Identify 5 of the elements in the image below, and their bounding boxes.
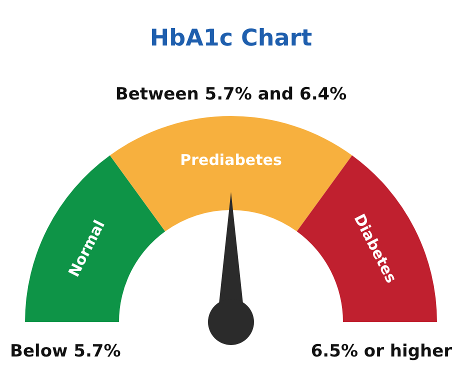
chart-title: HbA1c Chart — [150, 26, 312, 52]
slice-label: Prediabetes — [180, 151, 282, 169]
text: 6.5% or higher — [310, 342, 453, 362]
text: Below 5.7% — [10, 342, 121, 362]
text: Between 5.7% and 6.4% — [115, 84, 347, 104]
